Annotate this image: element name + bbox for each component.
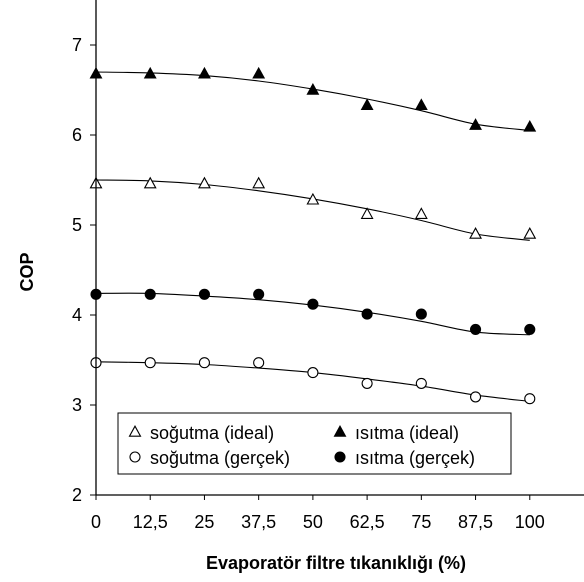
- x-tick-label: 50: [303, 512, 323, 532]
- data-markers: [89, 66, 537, 405]
- marker-open-triangle: [469, 227, 482, 239]
- axes: 2 3 4 5 6 7 0 12,5 25 37,5 50 62,5 75 87,5 100: [72, 0, 584, 532]
- x-tick-label: 62,5: [350, 512, 385, 532]
- marker-open-triangle: [252, 176, 266, 189]
- legend-box: [117, 412, 512, 475]
- marker-filled-triangle: [469, 118, 482, 130]
- marker-filled-triangle: [198, 66, 211, 79]
- x-tick-label: 37,5: [241, 512, 276, 532]
- marker-open-circle: [307, 367, 319, 379]
- marker-filled-triangle: [143, 66, 157, 79]
- marker-filled-circle: [415, 308, 427, 320]
- marker-open-circle: [253, 357, 265, 369]
- marker-legend-open-triangle: [128, 425, 142, 437]
- x-tick-label: 87,5: [458, 512, 493, 532]
- marker-filled-triangle: [306, 83, 320, 95]
- x-tick-label: 75: [411, 512, 431, 532]
- marker-filled-triangle: [360, 98, 374, 111]
- marker-open-triangle: [414, 207, 428, 219]
- marker-open-triangle: [143, 176, 157, 189]
- y-tick-label: 4: [72, 305, 82, 325]
- marker-filled-circle: [524, 323, 536, 335]
- x-axis-title: Evaporatör filtre tıkanıklığı (%): [206, 553, 466, 573]
- marker-filled-triangle: [414, 98, 428, 111]
- marker-filled-circle: [144, 288, 156, 300]
- marker-open-circle: [361, 377, 373, 389]
- x-tick-label: 100: [515, 512, 545, 532]
- marker-filled-circle: [253, 288, 265, 300]
- marker-open-triangle: [198, 176, 211, 189]
- marker-open-triangle: [306, 192, 320, 205]
- y-tick-label: 3: [72, 395, 82, 415]
- y-tick-label: 5: [72, 215, 82, 235]
- marker-legend-filled-circle: [334, 451, 346, 463]
- marker-legend-open-circle: [129, 451, 141, 463]
- marker-open-triangle: [360, 207, 374, 219]
- legend-label: soğutma (gerçek): [150, 448, 290, 468]
- y-tick-label: 6: [72, 125, 82, 145]
- marker-filled-triangle: [252, 66, 266, 79]
- marker-filled-triangle: [523, 119, 537, 132]
- marker-filled-circle: [307, 298, 319, 310]
- x-tick-label: 12,5: [133, 512, 168, 532]
- marker-filled-circle: [361, 308, 373, 320]
- x-tick-label: 25: [194, 512, 214, 532]
- legend-label: soğutma (ideal): [150, 423, 274, 443]
- legend-label: ısıtma (ideal): [355, 423, 459, 443]
- x-tick-label: 0: [91, 512, 101, 532]
- marker-filled-circle: [198, 288, 210, 300]
- legend: soğutma (ideal) ısıtma (ideal) soğutma (ge…: [117, 412, 512, 475]
- marker-open-triangle: [523, 227, 537, 239]
- y-axis-title: COP: [17, 252, 37, 291]
- marker-legend-filled-triangle: [333, 425, 347, 437]
- marker-filled-circle: [470, 323, 482, 335]
- y-tick-label: 2: [72, 485, 82, 505]
- marker-open-circle: [470, 391, 482, 403]
- marker-open-circle: [144, 357, 156, 369]
- marker-open-circle: [198, 357, 210, 369]
- marker-open-circle: [524, 393, 536, 405]
- marker-open-circle: [415, 377, 427, 389]
- legend-label: ısıtma (gerçek): [355, 448, 475, 468]
- y-tick-label: 7: [72, 35, 82, 55]
